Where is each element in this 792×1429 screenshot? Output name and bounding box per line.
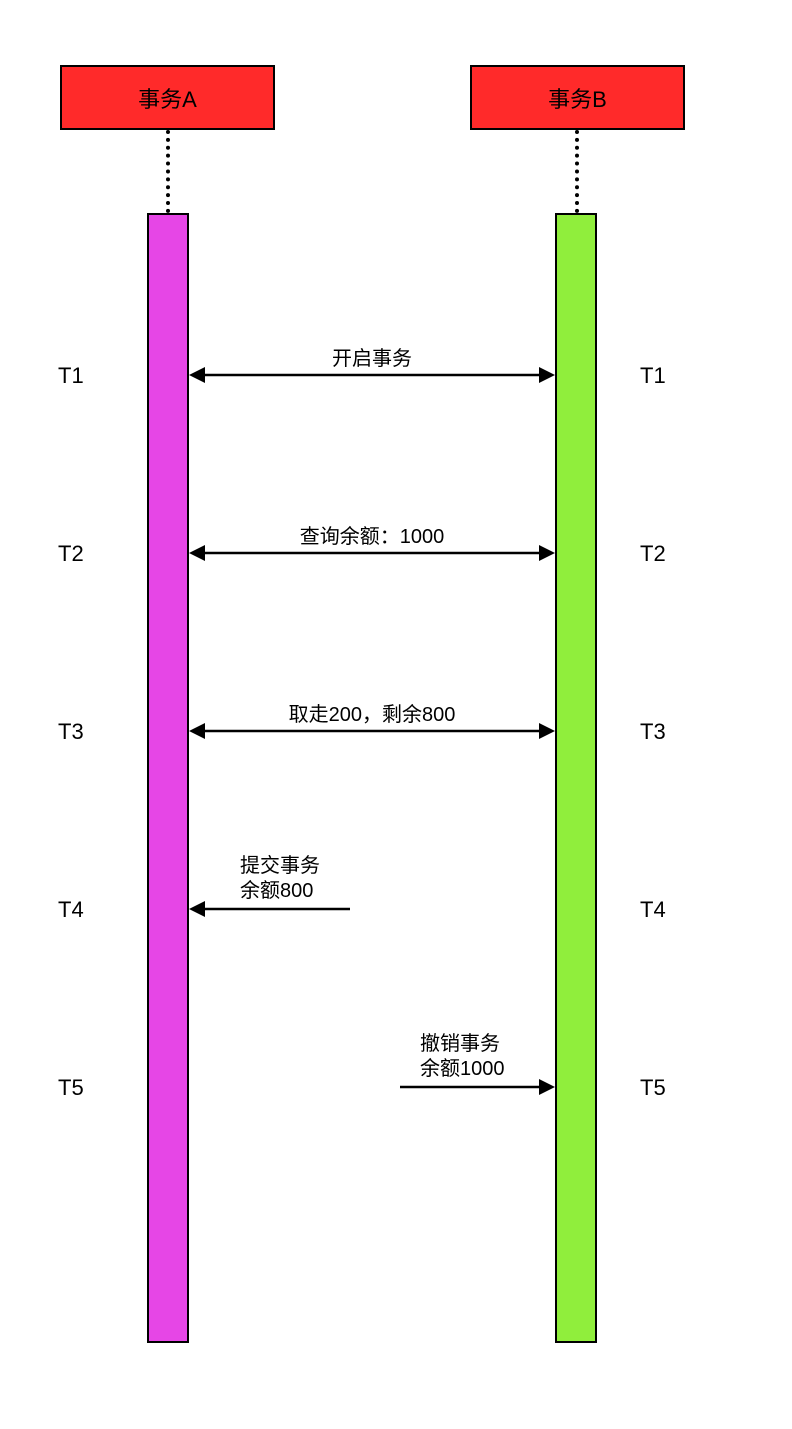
message-text-m2: 查询余额：1000 bbox=[189, 520, 555, 549]
time-label-right-t5: T5 bbox=[640, 1075, 666, 1101]
time-label-left-t4: T4 bbox=[58, 897, 84, 923]
time-label-right-t2: T2 bbox=[640, 541, 666, 567]
message-text-m4-l2: 余额800 bbox=[240, 874, 313, 903]
participant-a-dotted bbox=[166, 130, 170, 213]
time-label-left-t2: T2 bbox=[58, 541, 84, 567]
message-text-m5-l2: 余额1000 bbox=[420, 1052, 505, 1081]
time-label-right-t4: T4 bbox=[640, 897, 666, 923]
time-label-right-t3: T3 bbox=[640, 719, 666, 745]
participant-a-bar bbox=[147, 213, 189, 1343]
participant-a-label: 事务A bbox=[138, 82, 197, 114]
time-label-right-t1: T1 bbox=[640, 363, 666, 389]
participant-b-header: 事务B bbox=[470, 65, 685, 130]
participant-b-bar bbox=[555, 213, 597, 1343]
message-text-m3: 取走200，剩余800 bbox=[189, 698, 555, 727]
message-text-m1: 开启事务 bbox=[189, 342, 555, 371]
time-label-left-t5: T5 bbox=[58, 1075, 84, 1101]
participant-b-dotted bbox=[575, 130, 579, 213]
time-label-left-t3: T3 bbox=[58, 719, 84, 745]
participant-a-header: 事务A bbox=[60, 65, 275, 130]
time-label-left-t1: T1 bbox=[58, 363, 84, 389]
participant-b-label: 事务B bbox=[548, 82, 607, 114]
